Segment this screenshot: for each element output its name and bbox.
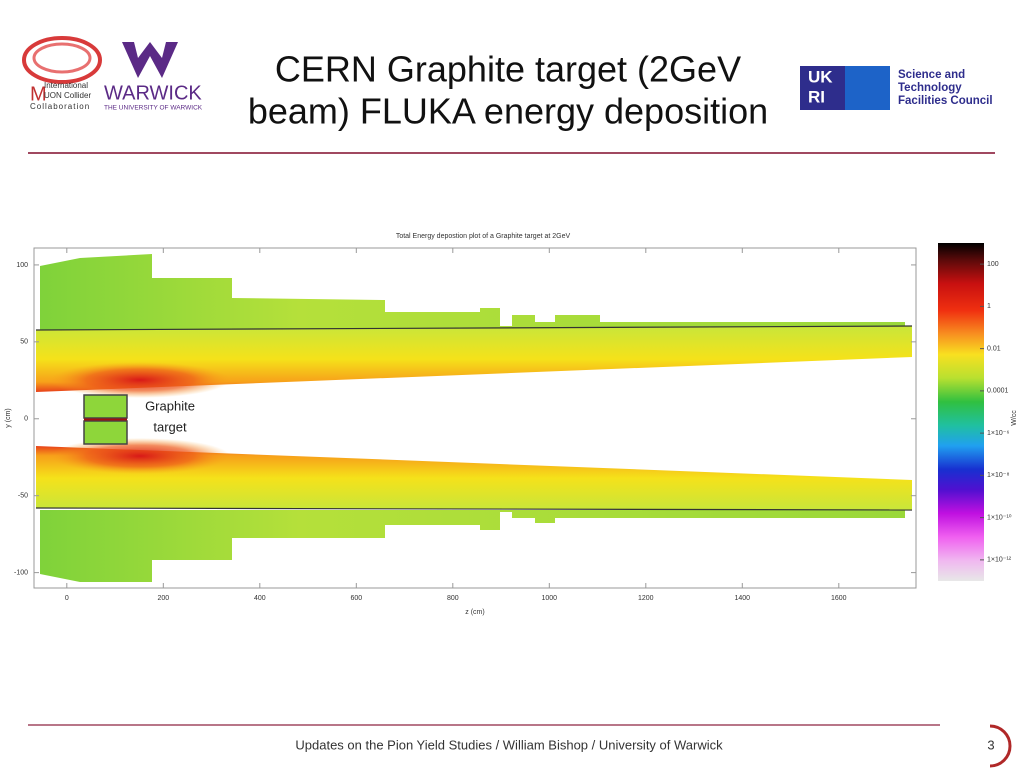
x-tick-label: 800	[447, 595, 459, 602]
imcc-line: UON Collider	[44, 91, 91, 100]
colorbar-tick-label: 1×10⁻¹²	[987, 557, 1012, 564]
y-tick-label: 100	[16, 262, 28, 269]
y-tick-label: -100	[14, 569, 28, 576]
x-tick-label: 600	[350, 595, 362, 602]
x-tick-label: 400	[254, 595, 266, 602]
colorbar-tick-label: 1×10⁻⁶	[987, 430, 1009, 437]
imcc-line: International	[44, 81, 88, 90]
colorbar-label: W/cc	[1011, 410, 1018, 426]
colorbar	[938, 243, 984, 581]
colorbar-tick-label: 0.01	[987, 345, 1001, 352]
x-tick-label: 1200	[638, 595, 654, 602]
title-line: CERN Graphite target (2GeV	[275, 49, 741, 90]
stfc-text: Technology	[898, 82, 962, 94]
y-tick-label: -50	[18, 493, 28, 500]
ukri-text: UK	[808, 67, 833, 86]
colorbar-tick-label: 1	[987, 303, 991, 310]
annotation: target	[153, 419, 187, 434]
x-tick-label: 1000	[542, 595, 558, 602]
warwick-logo: WARWICK THE UNIVERSITY OF WARWICK	[104, 42, 203, 112]
page-number: 3	[987, 737, 994, 752]
y-tick-label: 0	[24, 416, 28, 423]
annotation: Graphite	[145, 398, 195, 413]
stfc-text: Science and	[898, 69, 965, 81]
figure-title: Total Energy depostion plot of a Graphit…	[396, 233, 571, 240]
heatmap	[35, 254, 913, 582]
ukri-text: RI	[808, 87, 825, 106]
colorbar-tick-label: 0.0001	[987, 388, 1009, 395]
x-tick-label: 1600	[831, 595, 847, 602]
colorbar-tick-label: 1×10⁻¹⁰	[987, 513, 1012, 521]
warwick-name: WARWICK	[104, 82, 202, 104]
warwick-sub: THE UNIVERSITY OF WARWICK	[104, 105, 203, 112]
x-label: z (cm)	[465, 609, 484, 616]
ukri-logo: UK RI Science and Technology Facilities …	[800, 66, 993, 110]
imcc-initial: M	[30, 83, 47, 105]
colorbar-tick-label: 1×10⁻⁸	[987, 472, 1009, 479]
x-tick-label: 0	[65, 595, 69, 602]
y-label: y (cm)	[5, 408, 12, 427]
footer-text: Updates on the Pion Yield Studies / Will…	[295, 737, 723, 752]
title-line: beam) FLUKA energy deposition	[248, 91, 768, 132]
y-tick-label: 50	[20, 339, 28, 346]
x-tick-label: 1400	[735, 595, 751, 602]
imcc-line: Collaboration	[30, 102, 90, 111]
colorbar-tick-label: 100	[987, 261, 999, 268]
x-tick-label: 200	[157, 595, 169, 602]
stfc-text: Facilities Council	[898, 95, 993, 107]
imcc-logo: M International UON Collider Collaborati…	[22, 36, 102, 111]
page-icon	[989, 724, 1012, 768]
header-title: CERN Graphite target (2GeV beam) FLUKA e…	[248, 49, 768, 132]
